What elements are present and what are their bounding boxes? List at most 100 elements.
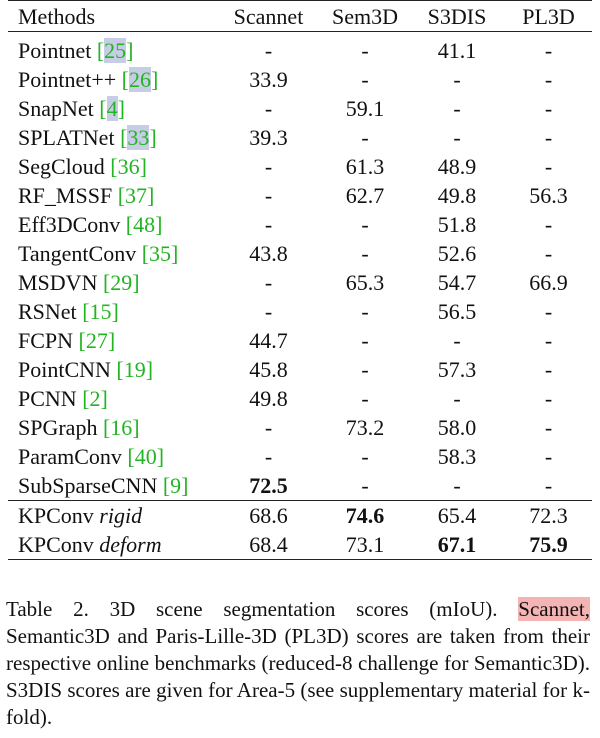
cell-pl3d: - [544,299,553,324]
cell-scannet: 68.4 [216,530,321,560]
caption-highlight: Scannet, [518,597,590,621]
cell-s3dis: 58.3 [437,444,477,469]
citation-link[interactable]: 33 [127,125,150,150]
method-variant: deform [99,532,162,557]
method-cell: SnapNet [4] [18,96,125,121]
method-cell: SPLATNet [33] [18,125,157,150]
cell-scannet: - [264,299,273,324]
citation-link[interactable]: 25 [104,38,127,63]
cell-pl3d: - [544,67,553,92]
cell-s3dis: 51.8 [437,212,477,237]
table-header-row: Methods Scannet Sem3D S3DIS PL3D [8,0,592,32]
method-cell: MSDVN [29] [18,270,140,295]
method-cell: Pointnet [25] [18,38,134,63]
citation-link[interactable]: 37 [125,183,148,208]
citation-link[interactable]: 19 [123,357,146,382]
cell-scannet: 44.7 [249,328,288,353]
cell-s3dis: 67.1 [409,530,505,560]
citation-link[interactable]: 15 [89,299,112,324]
citation-link[interactable]: 29 [110,270,133,295]
cell-s3dis: - [453,386,461,411]
cell-sem3d: - [361,125,369,150]
cell-sem3d: - [321,471,409,501]
method-cell: FCPN [27] [18,328,116,353]
cell-scannet: 39.3 [249,125,288,150]
citation-link[interactable]: 2 [89,386,101,411]
method-name: PointCNN [18,357,111,382]
header-pl3d: PL3D [505,0,592,32]
cell-scannet: 43.8 [249,241,288,266]
table-row: Pointnet++ [26] 33.9 - - - [8,65,592,94]
cell-sem3d: - [361,386,369,411]
citation-link[interactable]: 27 [85,328,108,353]
citation-link[interactable]: 26 [128,67,151,92]
method-name: RSNet [18,299,77,324]
cell-sem3d: - [361,38,369,63]
cell-pl3d: - [544,357,553,382]
table-row: TangentConv [35] 43.8 - 52.6 - [8,239,592,268]
results-table-container: Methods Scannet Sem3D S3DIS PL3D Pointne… [8,0,592,560]
citation-link[interactable]: 40 [134,444,157,469]
method-cell: SPGraph [16] [18,415,140,440]
method-name: SnapNet [18,96,94,121]
cell-scannet: 49.8 [249,386,288,411]
cell-sem3d: 65.3 [345,270,385,295]
method-cell: RSNet [15] [18,299,119,324]
cell-pl3d: - [544,241,553,266]
header-scannet: Scannet [216,0,321,32]
kpconv-row: KPConv deform 68.4 73.1 67.1 75.9 [8,530,592,560]
method-variant: rigid [99,503,143,528]
method-name: MSDVN [18,270,98,295]
method-cell: SubSparseCNN [9] [8,471,216,501]
cell-scannet: - [264,212,273,237]
results-table: Methods Scannet Sem3D S3DIS PL3D Pointne… [8,0,592,560]
citation-link[interactable]: 48 [133,212,156,237]
citation-link[interactable]: 36 [117,154,140,179]
method-cell: KPConv rigid [8,500,216,530]
cell-s3dis: 41.1 [437,38,477,63]
cell-sem3d: 73.2 [345,415,385,440]
cell-scannet: - [264,96,273,121]
table-body: Pointnet [25] - -41.1- Pointnet++ [26] 33.9-… [8,32,592,560]
cell-s3dis: 58.0 [437,415,477,440]
table-row: Eff3DConv [48] - - 51.8 - [8,210,592,239]
cell-pl3d: 56.3 [529,183,568,208]
cell-s3dis: - [409,471,505,501]
citation-link[interactable]: 16 [110,415,133,440]
method-name: ParamConv [18,444,122,469]
table-row: MSDVN [29] - 65.3 54.7 66.9 [8,268,592,297]
cell-s3dis: - [453,125,461,150]
table-row: Pointnet [25] - - 41.1 - [8,32,592,66]
cell-sem3d: 61.3 [345,154,385,179]
header-methods: Methods [8,0,216,32]
table-row: SPLATNet [33] 39.3 - - - [8,123,592,152]
method-name: TangentConv [18,241,137,266]
method-name: Eff3DConv [18,212,121,237]
cell-pl3d: - [544,212,553,237]
method-cell: ParamConv [40] [18,444,165,469]
cell-pl3d: - [544,96,553,121]
cell-scannet: 68.6 [216,500,321,530]
method-name: SPGraph [18,415,98,440]
method-name: SPLATNet [18,125,115,150]
cell-s3dis: 49.8 [437,183,477,208]
header-sem3d: Sem3D [321,0,409,32]
citation-link[interactable]: 35 [149,241,172,266]
cell-pl3d: 75.9 [505,530,592,560]
cell-scannet: - [264,183,273,208]
table-row: FCPN [27] 44.7 - - - [8,326,592,355]
cell-s3dis: 65.4 [409,500,505,530]
cell-pl3d: - [544,386,553,411]
citation-link[interactable]: 4 [106,96,118,121]
cell-pl3d: - [544,415,553,440]
method-cell: PCNN [2] [18,386,108,411]
cell-sem3d: - [361,67,369,92]
method-name: FCPN [18,328,74,353]
method-name: KPConv [18,503,94,528]
cell-sem3d: 59.1 [345,96,385,121]
method-cell: TangentConv [35] [18,241,179,266]
cell-s3dis: 52.6 [437,241,477,266]
citation-link[interactable]: 9 [170,473,182,498]
table-row: PCNN [2] 49.8 - - - [8,384,592,413]
method-cell: PointCNN [19] [18,357,154,382]
